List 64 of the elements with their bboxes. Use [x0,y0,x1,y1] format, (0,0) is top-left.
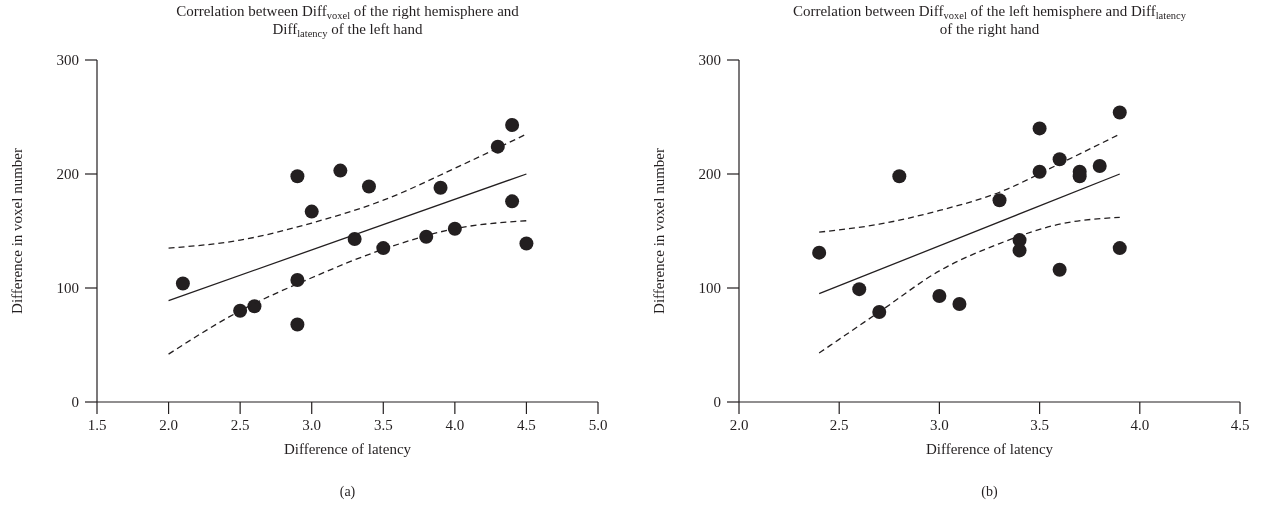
point [952,296,967,311]
x-tick-label: 1.5 [87,417,107,433]
x-tick-label: 4.0 [445,417,465,433]
x-tick-label: 3.0 [302,417,322,433]
point [1032,121,1047,136]
y-tick-label: 100 [56,280,79,296]
x-tick-label: 4.5 [1230,417,1250,433]
point [519,236,534,251]
y-tick-label: 200 [698,166,721,182]
point [812,245,827,260]
point [505,194,520,209]
point [1012,243,1027,258]
point [505,117,520,132]
point [433,180,448,195]
chart-title: Correlation between Diff$_{voxel}$ of the right hemisphere and Diff$_{latency}$ of the left hand [176,3,519,40]
point [872,304,887,319]
point [892,169,907,184]
point [447,221,462,236]
point [1112,105,1127,120]
point [304,204,319,219]
x-tick-label: 3.0 [930,417,949,433]
point [419,229,434,244]
x-tick-label: 3.5 [1030,417,1049,433]
y-tick-label: 100 [698,280,721,296]
x-axis-title: Difference of latency [283,441,412,457]
point [247,299,262,314]
chart-title: Correlation between Diff$_{voxel}$ of the left hemisphere and Diff$_{latency}$ of the right hand [792,3,1187,37]
x-axis-title: Difference of latency [925,441,1054,457]
point [333,163,348,178]
y-tick-label: 200 [56,166,79,182]
point [290,273,305,288]
line-series [818,216,1121,354]
point [1052,262,1067,277]
y-tick-label: 300 [56,52,79,68]
point [233,303,248,318]
x-tick-label: 3.5 [373,417,393,433]
point [932,288,947,303]
line-series [167,220,528,355]
point [1032,164,1047,179]
y-tick-label: 0 [71,394,79,410]
point [347,231,362,246]
x-tick-label: 2.5 [829,417,849,433]
point [290,169,305,184]
point [376,241,391,256]
point [361,179,376,194]
text: (b) [981,484,998,500]
y-tick-label: 300 [698,52,721,68]
x-tick-label: 2.0 [729,417,749,433]
point [290,317,305,332]
x-tick-label: 5.0 [588,417,608,433]
x-tick-label: 4.5 [517,417,536,433]
point [1052,152,1067,167]
x-tick-label: 2.5 [230,417,250,433]
y-tick-label: 0 [713,394,721,410]
y-axis-title: Difference in voxel number [9,148,25,314]
y-axis-title: Difference in voxel number [651,148,667,314]
point [992,193,1007,208]
point [852,282,867,297]
x-tick-label: 4.0 [1130,417,1150,433]
x-tick-label: 2.0 [159,417,178,433]
point [175,276,190,291]
point [1112,241,1127,256]
point [1092,159,1107,174]
text: (a) [339,484,356,500]
